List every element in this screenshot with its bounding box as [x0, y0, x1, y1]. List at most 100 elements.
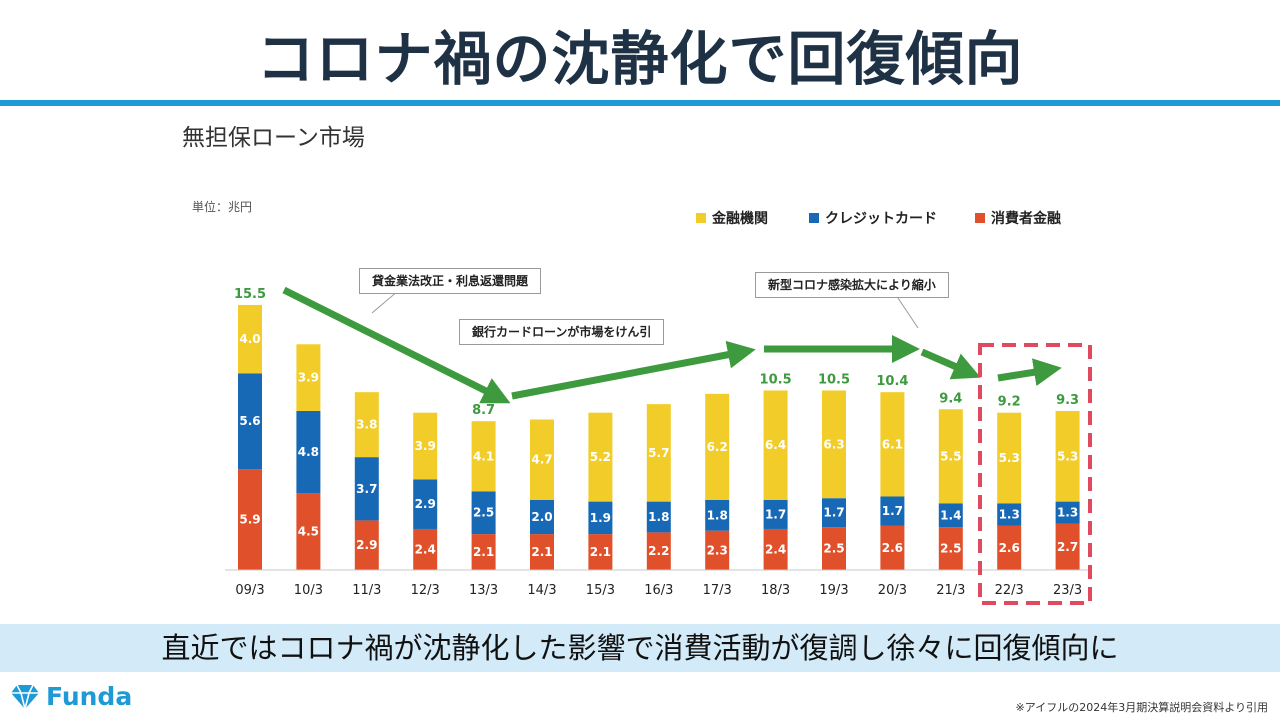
- bar-value-label: 6.3: [823, 437, 844, 451]
- bar-segment-credit-card: [1055, 501, 1080, 524]
- bar-segment-credit-card: [997, 503, 1022, 526]
- bar-value-label: 1.4: [940, 508, 961, 522]
- totals-layer: 15.5 8.7 10.5 10.5 10.4 9.4 9.2 9.3: [234, 287, 1079, 418]
- bar-total-label: 10.5: [760, 372, 792, 387]
- bars-layer: 5.9 5.6 4.0 4.5 4.8 3.9 2.9 3.7 3.8 2.4 2.9 3.9 2.1 2…: [238, 304, 1080, 570]
- trend-arrow-recovery: [997, 358, 1062, 387]
- bar-value-label: 2.4: [765, 542, 786, 556]
- bar-segment-bank: [238, 304, 262, 374]
- trend-arrow-decline: [282, 286, 511, 404]
- bar-segment-bank: [530, 419, 554, 500]
- bar-segment-credit-card: [471, 491, 496, 535]
- bar-segment-consumer-finance: [763, 528, 788, 570]
- bar-segment-consumer-finance: [1055, 523, 1080, 570]
- bar-segment-consumer-finance: [588, 534, 613, 570]
- legend-item-credit-card: クレジットカード: [809, 208, 937, 228]
- bar-segment-bank: [1055, 410, 1080, 502]
- bar-total-label: 9.3: [1056, 393, 1079, 408]
- bar-value-label: 1.3: [1057, 506, 1078, 520]
- bar-segment-consumer-finance: [705, 530, 730, 570]
- bar-value-label: 2.4: [415, 542, 436, 556]
- bar-segment-consumer-finance: [238, 469, 262, 570]
- bar-segment-credit-card: [763, 499, 788, 529]
- summary-banner: 直近ではコロナ禍が沈静化した影響で消費活動が復調し徐々に回復傾向に: [0, 624, 1280, 672]
- page-title: コロナ禍の沈静化で回復傾向: [256, 25, 1024, 93]
- chart-title: 無担保ローン市場: [182, 125, 365, 151]
- bar-value-label: 2.5: [940, 542, 961, 556]
- x-tick-label: 20/3: [878, 583, 907, 598]
- brand-logo: Funda: [10, 682, 132, 711]
- legend-swatch-bank: [696, 213, 706, 223]
- bar-segment-consumer-finance: [880, 525, 905, 570]
- bar-value-label: 4.5: [298, 525, 319, 539]
- bar-value-label: 4.7: [531, 453, 552, 467]
- bar-value-label: 6.4: [765, 438, 786, 452]
- annotation-regulation: 貸金業法改正・利息返還問題: [359, 268, 542, 294]
- bar-segment-credit-card: [822, 498, 846, 528]
- x-tick-label: 11/3: [352, 583, 381, 598]
- bar-segment-bank: [413, 412, 438, 480]
- bar-segment-bank: [938, 409, 963, 504]
- bar-segment-credit-card: [705, 499, 730, 531]
- bar-value-label: 1.3: [999, 507, 1020, 521]
- bar-segment-credit-card: [354, 457, 379, 521]
- bar-value-label: 2.2: [648, 544, 669, 558]
- bar-value-label: 2.1: [473, 545, 494, 559]
- x-tick-label: 18/3: [761, 583, 790, 598]
- legend-swatch-consumer-finance: [975, 213, 985, 223]
- bar-value-label: 1.8: [707, 508, 728, 522]
- bar-segment-consumer-finance: [997, 525, 1022, 570]
- bar-value-label: 3.7: [356, 482, 377, 496]
- bar-segment-credit-card: [413, 479, 438, 529]
- bar-segment-credit-card: [296, 410, 321, 494]
- legend-label-credit-card: クレジットカード: [825, 211, 937, 227]
- x-tick-label: 23/3: [1053, 583, 1082, 598]
- x-axis-ticks: 09/3 10/3 11/3 12/3 13/3 14/3 15/3 16/3 17/3 18/3…: [235, 583, 1082, 598]
- bar-segment-credit-card: [238, 373, 262, 470]
- bar-value-label: 1.7: [882, 504, 903, 518]
- bar-value-label: 5.3: [999, 451, 1020, 465]
- highlight-recent-box: [978, 343, 1092, 605]
- bar-total-label: 9.4: [939, 391, 962, 406]
- bar-total-label: 9.2: [998, 395, 1021, 410]
- callout-pointer-3: [895, 294, 919, 329]
- bar-segment-credit-card: [646, 501, 671, 533]
- bar-value-label: 4.1: [473, 449, 494, 463]
- bar-value-label: 2.5: [473, 506, 494, 520]
- bar-value-label: 3.9: [298, 371, 319, 385]
- bar-value-label: 2.3: [707, 543, 728, 557]
- x-tick-label: 10/3: [294, 583, 323, 598]
- bar-segment-consumer-finance: [296, 493, 321, 570]
- legend-swatch-credit-card: [809, 213, 819, 223]
- bar-total-label: 8.7: [472, 403, 495, 418]
- bar-segment-bank: [822, 390, 846, 499]
- bar-segment-bank: [354, 392, 379, 458]
- bar-value-label: 5.5: [940, 449, 961, 463]
- bar-segment-credit-card: [530, 499, 554, 535]
- bar-value-label: 2.5: [823, 542, 844, 556]
- bar-value-label: 3.8: [356, 418, 377, 432]
- bar-value-label: 4.8: [298, 445, 319, 459]
- bar-value-label: 2.0: [531, 510, 552, 524]
- bar-value-label: 1.9: [590, 511, 611, 525]
- bar-value-label: 6.2: [707, 440, 728, 454]
- annotation-bank-cardloan: 銀行カードローンが市場をけん引: [459, 319, 665, 345]
- bar-segment-credit-card: [588, 501, 613, 535]
- bar-total-label: 10.4: [876, 374, 908, 389]
- bar-value-label: 2.1: [590, 545, 611, 559]
- trend-arrow-covid-drop: [920, 348, 981, 380]
- bar-value-label: 2.6: [999, 541, 1020, 555]
- source-note: ※アイフルの2024年3月期決算説明会資料より引用: [1015, 701, 1268, 714]
- bar-segment-consumer-finance: [471, 534, 496, 570]
- stacked-bar-chart: 5.9 5.6 4.0 4.5 4.8 3.9 2.9 3.7 3.8 2.4 2.9 3.9 2.1 2…: [225, 286, 1092, 605]
- bar-value-label: 2.9: [415, 497, 436, 511]
- trend-arrow-growth: [511, 340, 756, 400]
- x-tick-label: 09/3: [235, 583, 264, 598]
- bar-segment-bank: [646, 404, 671, 502]
- x-tick-label: 15/3: [586, 583, 615, 598]
- x-tick-label: 13/3: [469, 583, 498, 598]
- legend-label-consumer-finance: 消費者金融: [991, 211, 1061, 227]
- bar-total-label: 15.5: [234, 287, 266, 302]
- bar-total-label: 10.5: [818, 372, 850, 387]
- bar-segment-consumer-finance: [354, 520, 379, 570]
